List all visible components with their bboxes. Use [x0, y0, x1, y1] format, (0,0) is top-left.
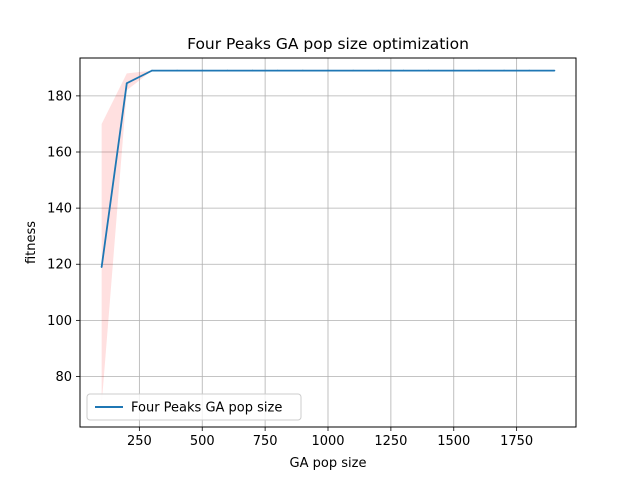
y-tick-label: 80 [55, 370, 72, 385]
data-point [226, 69, 229, 72]
data-point [100, 266, 103, 268]
legend-label: Four Peaks GA pop size [131, 401, 282, 416]
chart-title: Four Peaks GA pop size optimization [187, 35, 469, 53]
legend: Four Peaks GA pop size [86, 393, 302, 421]
x-tick-label: 1750 [500, 434, 533, 449]
data-point [201, 69, 204, 72]
y-tick-label: 160 [47, 146, 72, 161]
y-tick-label: 140 [47, 202, 72, 217]
data-point [402, 69, 405, 72]
y-tick-label: 180 [47, 89, 72, 104]
data-point [553, 69, 556, 72]
data-point [327, 69, 329, 72]
data-point [276, 69, 279, 72]
data-point [478, 69, 480, 72]
legend-box [86, 393, 302, 421]
data-point [452, 69, 455, 72]
x-tick-label: 250 [127, 434, 152, 449]
data-point [301, 69, 304, 72]
series-lines [100, 69, 556, 268]
data-point [503, 69, 505, 72]
data-point [377, 69, 380, 72]
data-point [251, 69, 254, 72]
y-tick-label: 100 [47, 314, 72, 329]
y-tick-label: 120 [47, 258, 72, 273]
data-point [125, 82, 128, 85]
data-point [427, 69, 430, 72]
grid-lines [80, 58, 576, 427]
data-point [151, 69, 153, 72]
x-tick-label: 1500 [437, 434, 470, 449]
x-axis-label: GA pop size [290, 456, 367, 471]
data-point [352, 69, 355, 72]
y-axis-label: fitness [24, 221, 39, 264]
x-tick-label: 1250 [374, 434, 407, 449]
data-point [176, 69, 178, 72]
y-axis-ticks: 80 100 120 140 160 180 [47, 89, 80, 385]
x-tick-label: 1000 [311, 434, 344, 449]
data-point [528, 69, 531, 72]
x-tick-label: 750 [253, 434, 278, 449]
x-axis-ticks: 250 500 750 1000 1250 1500 1750 [127, 427, 533, 449]
x-tick-label: 500 [190, 434, 215, 449]
